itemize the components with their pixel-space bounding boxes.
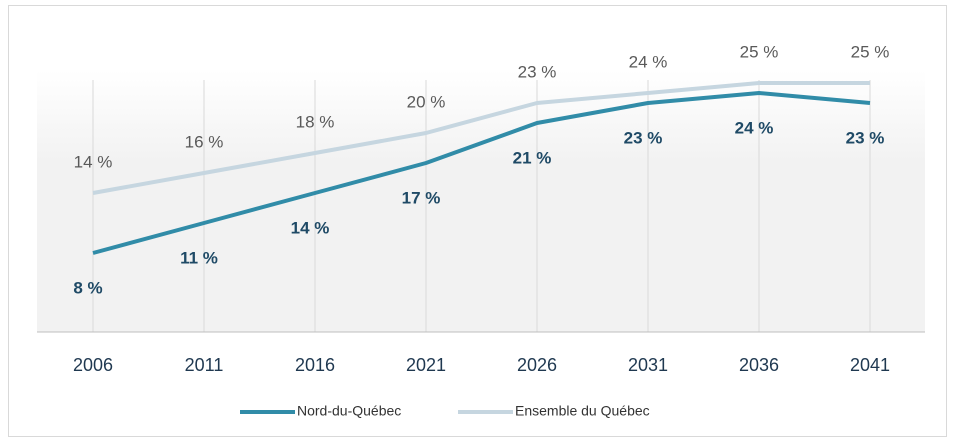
data-label: 24 %	[629, 52, 668, 71]
x-tick-label: 2036	[739, 355, 779, 375]
data-label: 20 %	[407, 92, 446, 111]
data-label: 8 %	[73, 278, 102, 297]
data-label: 23 %	[846, 128, 885, 147]
x-tick-label: 2026	[517, 355, 557, 375]
data-label: 16 %	[185, 132, 224, 151]
data-label: 25 %	[740, 42, 779, 61]
legend-label: Nord-du-Québec	[297, 403, 401, 419]
data-label: 21 %	[513, 148, 552, 167]
data-label: 11 %	[180, 248, 218, 267]
data-label: 24 %	[735, 118, 774, 137]
series-line	[92, 91, 871, 255]
data-label: 14 %	[74, 152, 113, 171]
x-tick-label: 2011	[185, 355, 224, 375]
data-label: 23 %	[518, 62, 557, 81]
data-label: 23 %	[624, 128, 663, 147]
data-label: 18 %	[296, 112, 335, 131]
x-tick-label: 2006	[73, 355, 113, 375]
data-label: 14 %	[291, 218, 330, 237]
x-tick-label: 2031	[628, 355, 668, 375]
x-tick-label: 2041	[850, 355, 890, 375]
data-label: 25 %	[851, 42, 890, 61]
x-tick-label: 2016	[295, 355, 335, 375]
plot-background	[37, 70, 925, 332]
x-tick-label: 2021	[406, 355, 446, 375]
data-label: 17 %	[402, 188, 441, 207]
series-line	[92, 81, 870, 195]
legend-label: Ensemble du Québec	[515, 403, 650, 419]
